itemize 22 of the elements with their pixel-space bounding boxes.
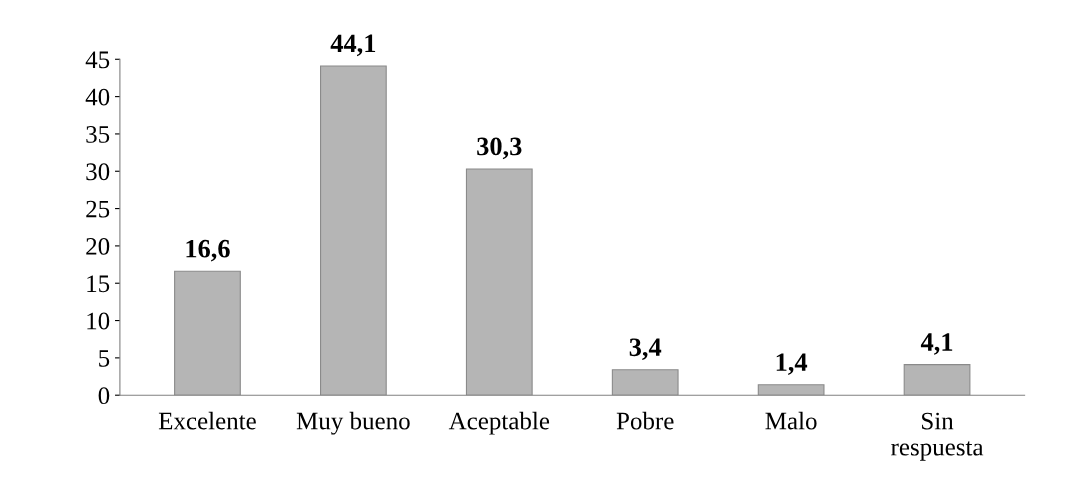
x-tick-label: Pobre: [616, 411, 674, 430]
x-tick-label: Malo: [765, 411, 817, 430]
y-tick-label: 5: [99, 350, 110, 367]
data-label: 1,4: [776, 353, 808, 375]
y-tick-label: 0: [98, 387, 110, 405]
x-tick-label: Muy bueno: [296, 411, 410, 435]
x-tick-label: Aceptable: [448, 411, 550, 435]
y-tick-label: 40: [85, 88, 110, 106]
data-label: 3,4: [629, 338, 662, 360]
y-tick-label: 15: [87, 275, 110, 293]
y-tick-label: 10: [87, 312, 110, 330]
y-tick-label: 20: [86, 237, 110, 255]
y-tick-label: 45: [85, 51, 110, 69]
y-tick-label: 25: [86, 200, 110, 218]
data-label: 16,6: [186, 239, 230, 262]
data-label: 30,3: [477, 137, 522, 160]
x-tick-label: Excelente: [158, 411, 256, 430]
data-label: 4,1: [920, 333, 953, 355]
x-tick-label: Sin respuesta: [891, 412, 984, 461]
y-tick-label: 30: [86, 163, 110, 181]
data-label: 44,1: [330, 34, 376, 57]
y-tick-label: 35: [86, 126, 110, 143]
